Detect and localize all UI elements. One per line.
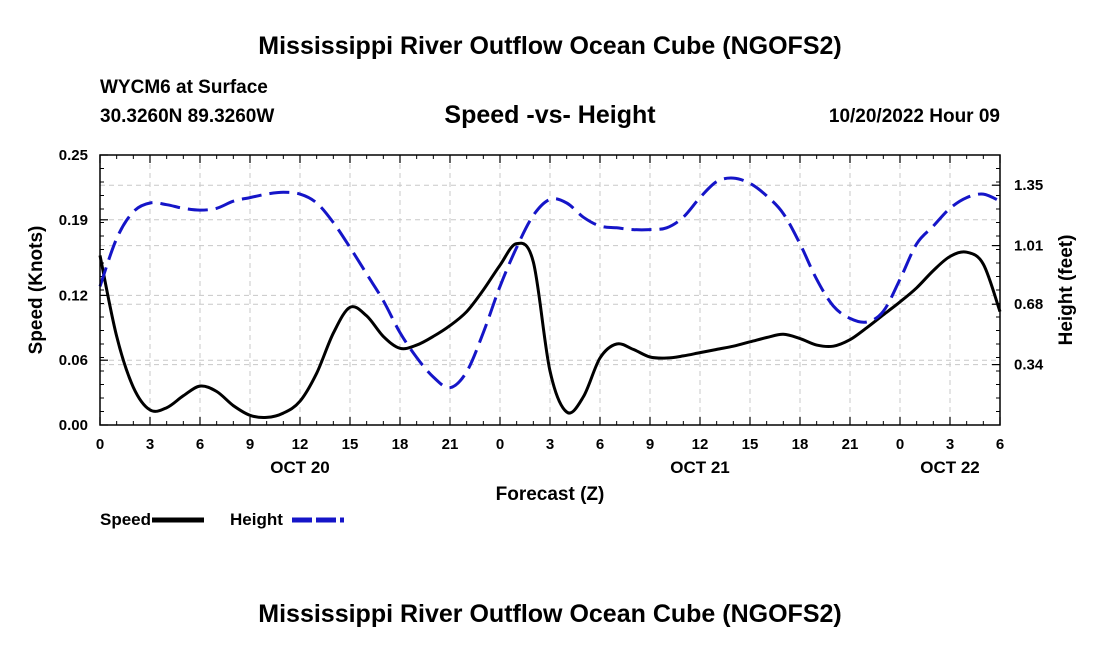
x-tick-label: 6 bbox=[996, 436, 1004, 453]
speed-series-line bbox=[98, 241, 1002, 420]
x-tick-label: 21 bbox=[442, 436, 459, 453]
x-date-label: OCT 20 bbox=[270, 458, 330, 477]
y-axis-right-title: Height (feet) bbox=[1056, 235, 1077, 346]
y-axis-left-title: Speed (Knots) bbox=[26, 226, 47, 355]
x-tick-label: 3 bbox=[146, 436, 154, 453]
x-tick-label: 9 bbox=[646, 436, 654, 453]
x-tick-label: 6 bbox=[596, 436, 604, 453]
station-label: WYCM6 at Surface bbox=[100, 77, 268, 98]
x-axis-title: Forecast (Z) bbox=[496, 484, 605, 505]
legend-label-height: Height bbox=[230, 510, 283, 529]
x-tick-label: 18 bbox=[392, 436, 409, 453]
x-tick-label: 0 bbox=[496, 436, 504, 453]
y-right-tick-label: 0.34 bbox=[1014, 357, 1044, 374]
x-tick-label: 0 bbox=[896, 436, 904, 453]
y-right-tick-label: 1.01 bbox=[1014, 238, 1043, 255]
chart-subtitle: Speed -vs- Height bbox=[444, 101, 656, 129]
forecast-datetime: 10/20/2022 Hour 09 bbox=[828, 106, 1000, 127]
x-tick-label: 12 bbox=[292, 436, 309, 453]
y-left-tick-label: 0.06 bbox=[59, 352, 88, 369]
footer-title: Mississippi River Outflow Ocean Cube (NG… bbox=[258, 600, 842, 628]
grid-lines bbox=[100, 155, 1000, 425]
plot-frame bbox=[99, 154, 1001, 426]
page-title: Mississippi River Outflow Ocean Cube (NG… bbox=[258, 32, 842, 60]
height-series-line bbox=[98, 176, 1001, 390]
x-tick-label: 15 bbox=[342, 436, 359, 453]
x-tick-label: 3 bbox=[546, 436, 554, 453]
legend-label-speed: Speed bbox=[100, 510, 151, 529]
y-left-tick-label: 0.00 bbox=[59, 417, 88, 434]
x-tick-label: 9 bbox=[246, 436, 254, 453]
station-coordinates: 30.3260N 89.3260W bbox=[100, 106, 275, 127]
series-lines bbox=[98, 176, 1002, 420]
x-tick-label: 18 bbox=[792, 436, 809, 453]
x-tick-label: 6 bbox=[196, 436, 204, 453]
y-right-tick-label: 0.68 bbox=[1014, 296, 1043, 313]
x-tick-label: 12 bbox=[692, 436, 709, 453]
x-tick-label: 0 bbox=[96, 436, 104, 453]
x-date-label: OCT 22 bbox=[920, 458, 980, 477]
y-left-tick-label: 0.25 bbox=[59, 147, 88, 164]
y-left-tick-label: 0.19 bbox=[59, 212, 88, 229]
legend: Speed Height bbox=[100, 510, 344, 529]
x-tick-label: 3 bbox=[946, 436, 954, 453]
x-tick-label: 15 bbox=[742, 436, 759, 453]
x-date-label: OCT 21 bbox=[670, 458, 730, 477]
axis-labels: 0 3 6 9 12 15 18 21 0 3 6 9 12 15 18 21 0 3 6 OCT 20 OCT 21 O… bbox=[59, 147, 1044, 477]
y-left-tick-label: 0.12 bbox=[59, 287, 88, 304]
x-tick-label: 21 bbox=[842, 436, 859, 453]
y-right-tick-label: 1.35 bbox=[1014, 177, 1043, 194]
